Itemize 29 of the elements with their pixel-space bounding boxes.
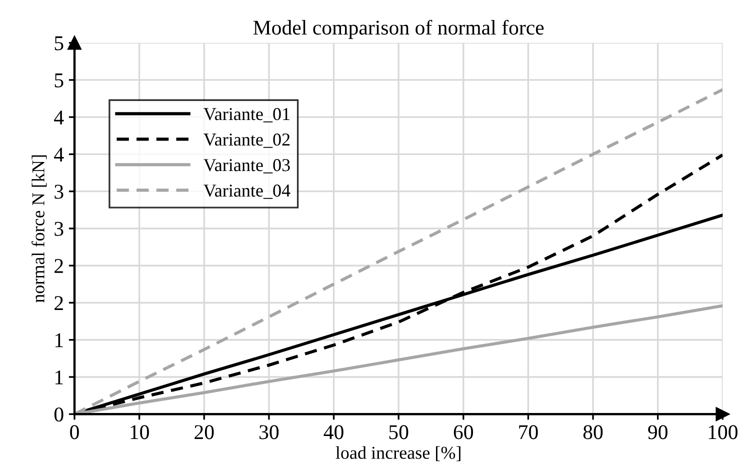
- x-tick-label: 90: [648, 425, 668, 440]
- y-tick-label: 4: [54, 110, 64, 124]
- y-tick-label: 1: [56, 370, 63, 384]
- y-axis-title: normal force N [kN]: [32, 155, 47, 303]
- y-tick-label: 3: [54, 222, 64, 236]
- legend-label: Variante_03: [204, 159, 290, 174]
- y-tick-label: 2: [54, 259, 63, 273]
- x-tick-label: 80: [583, 425, 603, 440]
- y-tick-label: 2: [54, 296, 63, 310]
- legend-label: Variante_01: [204, 108, 290, 122]
- x-tick-label: 60: [454, 425, 474, 440]
- y-tick-label: 0: [54, 407, 64, 422]
- x-tick-label: 40: [324, 425, 344, 440]
- y-tick-label: 3: [54, 184, 64, 199]
- x-tick-label: 70: [519, 425, 538, 440]
- x-tick-label: 100: [708, 425, 738, 440]
- x-axis-title: load increase [%]: [336, 446, 460, 462]
- x-tick-label: 0: [70, 425, 79, 440]
- x-tick-label: 50: [389, 425, 408, 440]
- y-tick-label: 5: [54, 74, 64, 88]
- chart-title: Model comparison of normal force: [253, 20, 544, 39]
- x-tick-label: 30: [260, 425, 279, 440]
- legend-label: Variante_04: [204, 184, 290, 199]
- legend-label: Variante_02: [204, 134, 290, 148]
- y-tick-label: 4: [54, 148, 64, 162]
- y-tick-label: 5: [54, 36, 64, 50]
- x-tick-label: 20: [194, 425, 214, 440]
- y-tick-label: 1: [56, 333, 63, 348]
- x-tick-label: 10: [130, 425, 149, 440]
